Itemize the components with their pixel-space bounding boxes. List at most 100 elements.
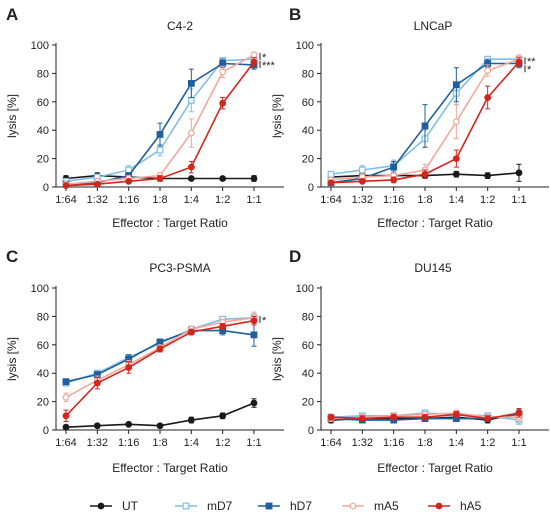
data-point xyxy=(327,179,335,187)
y-tick-label: 20 xyxy=(37,397,49,409)
data-point xyxy=(219,68,227,76)
y-axis-label: lysis [%] xyxy=(270,94,284,138)
panel-title: LNCaP xyxy=(414,19,453,33)
data-point xyxy=(250,317,258,325)
x-tick-label: 1:2 xyxy=(480,437,495,449)
data-point xyxy=(125,177,133,185)
panel-d: D DU145 0 20 40 60 80 100 1:64 1:32 1:16 1:8 1:4 1:2 1… xyxy=(270,247,549,475)
data-point xyxy=(452,81,460,89)
x-tick-label: 1:1 xyxy=(246,194,261,206)
legend-item-md7: mD7 xyxy=(175,499,233,513)
legend-item-ma5: mA5 xyxy=(342,499,399,513)
y-tick-label: 100 xyxy=(31,283,49,295)
data-point xyxy=(187,416,195,424)
legend-label: hD7 xyxy=(290,499,312,513)
legend-label: mA5 xyxy=(374,499,399,513)
x-tick-label: 1:2 xyxy=(480,194,495,206)
x-tick-label: 1:4 xyxy=(184,437,199,449)
legend-label: UT xyxy=(122,499,139,513)
panel-letter: B xyxy=(289,5,301,24)
data-point xyxy=(62,182,70,189)
data-point xyxy=(515,409,523,417)
data-point xyxy=(219,322,227,330)
data-point xyxy=(250,399,258,407)
series-ut xyxy=(62,398,258,431)
y-tick-label: 80 xyxy=(37,68,49,80)
x-tick-label: 1:8 xyxy=(417,194,432,206)
series-ha5 xyxy=(327,408,523,423)
x-tick-label: 1:16 xyxy=(383,194,404,206)
x-tick-label: 1:32 xyxy=(352,437,373,449)
data-point xyxy=(327,170,335,178)
panel-letter: A xyxy=(6,5,18,24)
data-point xyxy=(219,99,227,107)
data-point xyxy=(187,96,195,104)
panel-title: DU145 xyxy=(414,261,452,275)
data-point xyxy=(125,364,133,371)
legend-marker xyxy=(435,502,443,510)
x-tick-label: 1:1 xyxy=(511,437,526,449)
series-line xyxy=(65,54,255,185)
series-hd7 xyxy=(62,58,258,188)
panel-letter: C xyxy=(6,247,18,266)
y-tick-label: 60 xyxy=(37,97,49,109)
data-point xyxy=(358,177,366,185)
data-point xyxy=(484,415,492,423)
data-point xyxy=(156,422,164,430)
y-tick-label: 100 xyxy=(296,283,314,295)
data-point xyxy=(421,170,429,178)
x-tick-label: 1:4 xyxy=(449,437,464,449)
series-ha5 xyxy=(62,315,258,422)
x-tick-label: 1:2 xyxy=(215,194,230,206)
data-point xyxy=(187,129,195,137)
data-point xyxy=(62,393,70,401)
x-tick-label: 1:16 xyxy=(118,194,139,206)
data-point xyxy=(250,331,258,339)
legend-marker xyxy=(349,502,357,510)
y-tick-label: 40 xyxy=(37,368,49,380)
data-point xyxy=(62,423,70,431)
data-point xyxy=(93,422,101,430)
y-tick-label: 100 xyxy=(296,40,314,52)
data-point xyxy=(250,58,258,66)
panel-c: C PC3-PSMA 0 20 40 60 80 100 1:64 1:32 1:16 1:8 1:4 1… xyxy=(5,247,284,475)
y-tick-label: 20 xyxy=(302,154,314,166)
data-point xyxy=(156,175,164,182)
data-point xyxy=(484,94,492,101)
x-tick-label: 1:64 xyxy=(320,437,341,449)
x-axis-label: Effector : Target Ratio xyxy=(112,216,228,230)
data-point xyxy=(452,118,460,126)
y-tick-label: 0 xyxy=(308,425,314,437)
y-tick-label: 20 xyxy=(302,397,314,409)
y-tick-label: 80 xyxy=(302,68,314,80)
x-axis-label: Effector : Target Ratio xyxy=(112,461,228,475)
series-ha5 xyxy=(62,57,258,189)
legend-marker xyxy=(265,502,273,510)
data-point xyxy=(93,379,101,387)
data-point xyxy=(156,131,164,138)
y-tick-label: 40 xyxy=(37,125,49,137)
data-point xyxy=(156,146,164,154)
x-tick-label: 1:1 xyxy=(511,194,526,206)
y-tick-label: 60 xyxy=(302,340,314,352)
data-point xyxy=(219,60,227,67)
series-ha5 xyxy=(327,57,523,187)
x-tick-label: 1:4 xyxy=(449,194,464,206)
legend-item-ha5: hA5 xyxy=(428,499,482,513)
y-tick-label: 0 xyxy=(308,182,314,194)
panel-letter: D xyxy=(289,247,301,266)
x-tick-label: 1:8 xyxy=(417,437,432,449)
x-tick-label: 1:16 xyxy=(383,437,404,449)
data-point xyxy=(390,163,398,171)
x-tick-label: 1:64 xyxy=(55,437,76,449)
legend-marker xyxy=(182,502,190,510)
legend-marker xyxy=(97,502,105,510)
legend-label: mD7 xyxy=(207,499,233,513)
panel-title: C4-2 xyxy=(167,19,193,33)
x-tick-label: 1:1 xyxy=(246,437,261,449)
data-point xyxy=(452,155,460,163)
x-tick-label: 1:32 xyxy=(352,194,373,206)
panel-a: A C4-2 0 20 40 60 80 100 1:64 1:32 1:16 1:8 1:4 1:2 1:… xyxy=(5,5,284,230)
data-point xyxy=(484,172,492,180)
